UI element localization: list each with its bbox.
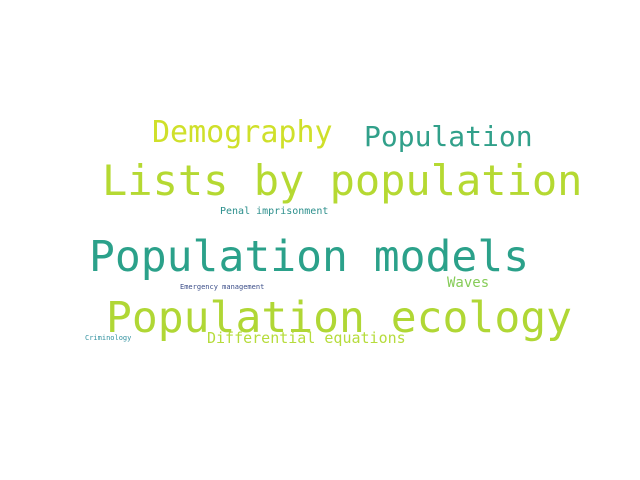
word-lists-by-population: Lists by population — [102, 156, 583, 205]
word-waves: Waves — [447, 275, 490, 291]
word-population-models: Population models — [89, 232, 530, 282]
word-population-ecology: Population ecology — [106, 293, 572, 343]
word-population: Population — [364, 120, 533, 153]
word-differential-equations: Differential equations — [207, 329, 406, 347]
word-criminology: Criminology — [85, 334, 132, 342]
word-emergency-management: Emergency management — [180, 283, 265, 291]
word-demography: Demography — [152, 115, 333, 150]
word-penal-imprisonment: Penal imprisonment — [220, 206, 329, 217]
